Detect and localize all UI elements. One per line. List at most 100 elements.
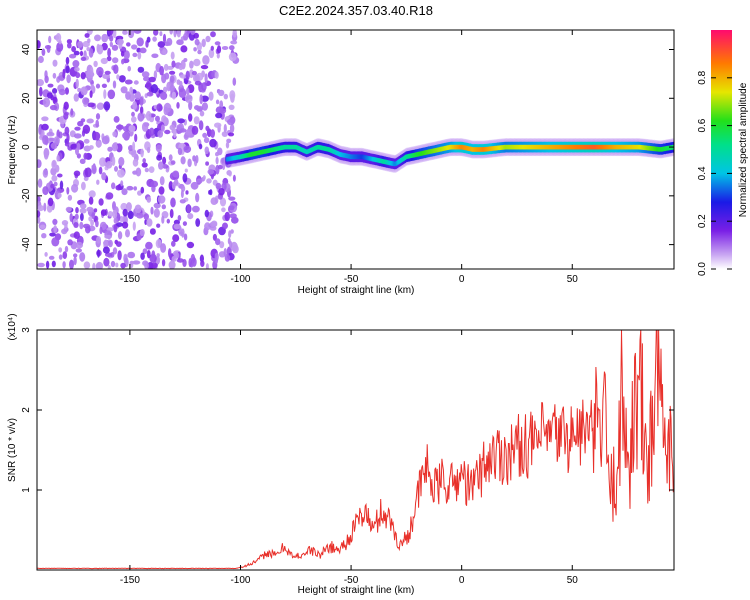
noise-speckle: [215, 99, 220, 105]
noise-speckle: [219, 197, 227, 207]
noise-speckle: [122, 208, 128, 217]
spectrogram-ticks: -150 -100 -50 0 50 40 20 0 -20 -40: [21, 30, 674, 285]
chart-title: C2E2.2024.357.03.40.R18: [279, 3, 433, 18]
noise-speckle: [215, 156, 219, 165]
noise-speckle: [208, 91, 214, 101]
noise-speckle: [178, 64, 184, 71]
noise-speckle: [111, 182, 116, 190]
noise-speckle: [199, 110, 205, 117]
noise-speckle: [83, 261, 91, 269]
noise-speckle: [99, 226, 103, 235]
noise-speckle: [107, 89, 116, 100]
noise-speckle: [148, 76, 156, 83]
noise-speckle: [92, 262, 96, 269]
noise-speckle: [228, 52, 237, 62]
noise-speckle: [73, 50, 80, 56]
spectrogram-xlabel: Height of straight line (km): [298, 285, 415, 296]
snr-multiplier: (x10⁴): [7, 313, 18, 340]
noise-speckle: [107, 47, 111, 58]
noise-speckle: [79, 252, 86, 262]
noise-speckle: [69, 259, 74, 269]
noise-speckle: [46, 204, 53, 213]
noise-speckle: [200, 65, 209, 70]
noise-speckle: [180, 189, 184, 199]
x-tick-label: 50: [567, 274, 579, 285]
noise-speckle: [65, 206, 72, 212]
noise-speckle: [66, 187, 70, 195]
noise-speckle: [67, 42, 72, 49]
noise-speckle: [112, 30, 117, 39]
noise-speckle: [230, 40, 238, 45]
noise-speckle: [208, 48, 215, 59]
noise-speckle: [97, 249, 100, 258]
noise-speckle: [221, 131, 228, 138]
noise-speckle: [58, 40, 62, 45]
noise-speckle: [95, 83, 101, 89]
noise-speckle: [214, 252, 219, 262]
noise-speckle: [127, 251, 136, 259]
noise-speckle: [183, 145, 192, 153]
noise-speckle: [230, 229, 234, 234]
noise-speckle: [210, 45, 214, 51]
noise-speckle: [185, 190, 189, 195]
noise-speckle: [81, 181, 86, 191]
noise-speckle: [172, 234, 180, 243]
noise-speckle: [123, 125, 130, 132]
noise-speckle: [176, 30, 181, 38]
noise-speckle: [71, 183, 79, 193]
noise-speckle: [139, 229, 145, 237]
noise-speckle: [126, 202, 132, 212]
noise-speckle: [37, 205, 44, 212]
noise-speckle: [168, 260, 176, 269]
noise-speckle: [37, 178, 43, 188]
noise-speckle: [158, 161, 164, 170]
snr-xlabel: Height of straight line (km): [298, 585, 415, 596]
noise-speckle: [37, 210, 41, 218]
noise-speckle: [65, 65, 70, 74]
noise-speckle: [171, 60, 176, 68]
noise-speckle: [109, 41, 114, 48]
noise-speckle: [118, 75, 126, 83]
noise-speckle: [187, 213, 194, 220]
noise-speckle: [113, 217, 118, 224]
noise-speckle: [80, 56, 87, 62]
snr-ticks: -150 -100 -50 0 50 1 2 3: [21, 327, 674, 586]
snr-line-layer: [37, 330, 674, 570]
noise-speckle: [186, 204, 191, 214]
noise-speckle: [193, 58, 201, 67]
noise-speckle: [194, 38, 200, 46]
noise-speckle: [171, 182, 176, 190]
noise-speckle: [48, 35, 52, 44]
noise-speckle: [52, 96, 58, 105]
noise-speckle: [137, 51, 142, 60]
noise-speckle: [166, 65, 174, 70]
noise-speckle: [39, 224, 46, 229]
noise-speckle: [112, 131, 117, 137]
noise-speckle: [185, 87, 190, 96]
noise-speckle: [144, 167, 149, 173]
noise-speckle: [186, 241, 195, 249]
noise-speckle: [162, 48, 167, 56]
noise-speckle: [88, 190, 96, 198]
noise-speckle: [104, 70, 111, 75]
noise-speckle: [182, 221, 187, 227]
colorbar-tick-label: 0.8: [697, 70, 708, 84]
noise-speckle: [215, 182, 222, 190]
noise-speckle: [86, 206, 94, 212]
noise-speckle: [152, 36, 157, 42]
noise-speckle: [163, 63, 169, 71]
noise-speckle: [176, 102, 180, 109]
noise-speckle: [115, 262, 119, 268]
noise-speckle: [205, 263, 209, 269]
colorbar-tick-label: 0.2: [697, 214, 708, 228]
noise-speckle: [120, 180, 124, 187]
noise-speckle: [129, 86, 134, 95]
noise-speckle: [73, 253, 78, 258]
noise-speckle: [42, 168, 49, 178]
noise-speckle: [181, 228, 185, 238]
noise-speckle: [115, 241, 122, 248]
noise-speckle: [132, 158, 139, 167]
noise-speckle: [216, 45, 222, 54]
noise-speckle: [73, 93, 80, 102]
noise-speckle: [183, 58, 188, 62]
